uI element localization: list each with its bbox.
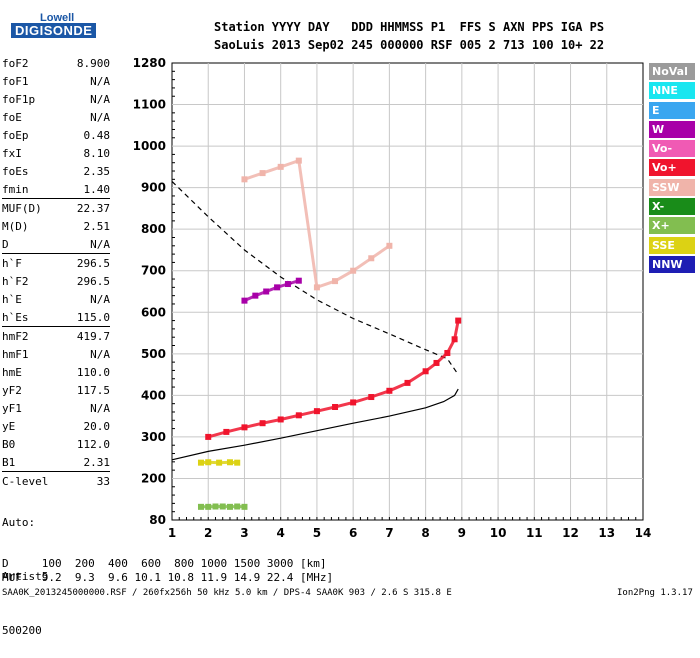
legend-item-x-: X+ <box>649 217 695 234</box>
y-tick-label: 1000 <box>133 139 166 153</box>
y-tick-label: 600 <box>141 305 166 319</box>
legend-item-vo-: Vo- <box>649 140 695 157</box>
legend-item-x-: X- <box>649 198 695 215</box>
x-tick-label: 8 <box>421 526 429 540</box>
x-tick-label: 12 <box>562 526 579 540</box>
x-tick-label: 7 <box>385 526 393 540</box>
x-tick-label: 13 <box>598 526 615 540</box>
legend-item-e: E <box>649 102 695 119</box>
x-tick-label: 5 <box>313 526 321 540</box>
auto-code: 500200 <box>2 622 48 640</box>
y-tick-label: 1100 <box>133 98 166 112</box>
x-tick-label: 10 <box>490 526 507 540</box>
x-tick-label: 6 <box>349 526 357 540</box>
legend-item-ssw: SSW <box>649 179 695 196</box>
legend-item-sse: SSE <box>649 237 695 254</box>
legend-item-vo-: Vo+ <box>649 159 695 176</box>
footer-file-info: SAA0K_2013245000000.RSF / 260fx256h 50 k… <box>2 588 452 598</box>
y-tick-label: 200 <box>141 471 166 485</box>
legend-item-nne: NNE <box>649 82 695 99</box>
y-tick-label: 400 <box>141 388 166 402</box>
muf-value-row: MUF 9.2 9.3 9.6 10.1 10.8 11.9 14.9 22.4… <box>2 571 333 584</box>
footer-version: Ion2Png 1.3.17 <box>617 588 693 598</box>
legend-item-nnw: NNW <box>649 256 695 273</box>
legend-item-w: W <box>649 121 695 138</box>
x-tick-label: 3 <box>240 526 248 540</box>
x-tick-label: 14 <box>635 526 652 540</box>
x-tick-label: 4 <box>277 526 285 540</box>
x-tick-label: 11 <box>526 526 543 540</box>
muf-distance-row: D 100 200 400 600 800 1000 1500 3000 [km… <box>2 557 327 570</box>
y-tick-label: 1280 <box>133 56 166 70</box>
plot-frame <box>172 63 643 520</box>
y-tick-label: 500 <box>141 347 166 361</box>
y-tick-label: 700 <box>141 264 166 278</box>
y-tick-label: 900 <box>141 181 166 195</box>
y-tick-label: 300 <box>141 430 166 444</box>
x-tick-label: 1 <box>168 526 176 540</box>
x-tick-label: 9 <box>458 526 466 540</box>
y-tick-label: 800 <box>141 222 166 236</box>
x-tick-label: 2 <box>204 526 212 540</box>
legend-item-noval: NoVal <box>649 63 695 80</box>
y-tick-label: 80 <box>149 513 166 527</box>
